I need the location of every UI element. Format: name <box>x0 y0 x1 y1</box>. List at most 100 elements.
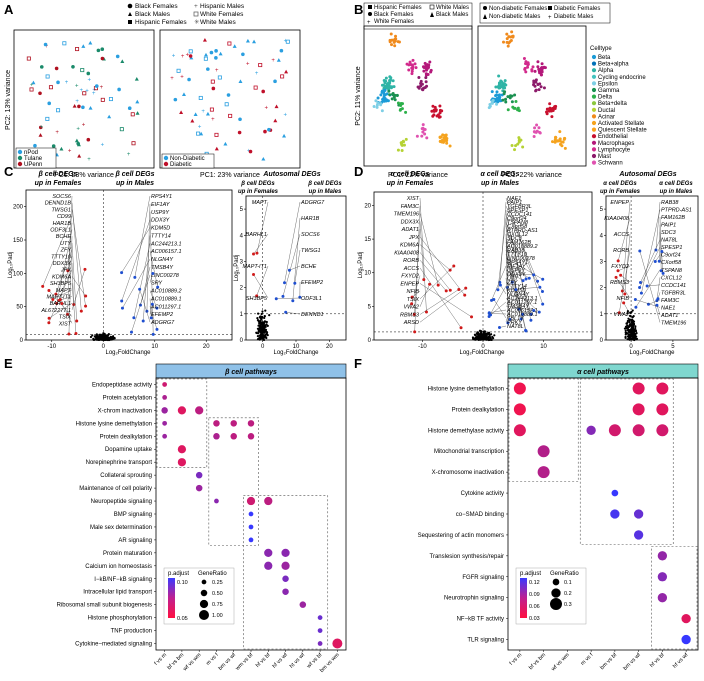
pathway-dot <box>657 551 668 561</box>
cell-point <box>526 65 530 69</box>
gene-point <box>457 287 461 291</box>
pathway-label: Calcium ion homeostasis <box>85 564 152 570</box>
cell-point <box>420 82 424 86</box>
cell-point <box>398 108 402 112</box>
cell-point <box>422 69 426 73</box>
gene-label: ZFY <box>506 280 518 286</box>
sample-point <box>96 48 101 53</box>
cell-point <box>543 66 547 70</box>
sample-point <box>81 44 86 48</box>
legend-entry: Black Females <box>135 3 178 10</box>
cell-point <box>510 30 514 34</box>
sample-point: + <box>181 54 185 60</box>
gene-label: ODF3L1 <box>301 296 322 302</box>
label-leader <box>500 285 507 295</box>
title: β cell DEGs <box>38 171 78 178</box>
cell-point <box>386 99 390 103</box>
sample-point: + <box>75 99 79 105</box>
gene-label: TMSB4Y <box>151 265 173 271</box>
gene-label: FXYD2 <box>401 274 419 280</box>
gene-label: ACCS <box>613 232 630 238</box>
gene-label: KIAA0408 <box>394 250 420 256</box>
sample-point <box>120 59 125 64</box>
label-leader <box>68 236 73 334</box>
gene-label: AC010889.2 <box>506 244 538 250</box>
gene-point <box>633 332 636 335</box>
comparison-label: f vs m <box>153 652 168 667</box>
gene-point <box>261 334 264 337</box>
sample-point <box>273 79 277 84</box>
gene-point <box>540 289 544 293</box>
cell-point <box>517 140 521 144</box>
pathway-dot <box>214 498 219 504</box>
gene-point <box>656 297 660 301</box>
umap-points <box>372 30 567 152</box>
gene-point <box>483 335 486 338</box>
gene-point <box>424 310 428 314</box>
cell-point <box>534 88 538 92</box>
pathway-dot <box>177 458 187 467</box>
cell-point <box>400 140 404 144</box>
gene-point <box>482 330 485 333</box>
gene-label: VWA2 <box>404 305 420 311</box>
gene-point <box>422 278 426 282</box>
cell-point <box>390 43 394 47</box>
gene-point <box>141 319 145 323</box>
label-leader <box>285 312 301 315</box>
gene-label: SH3BP5 <box>246 296 268 302</box>
gene-point <box>260 330 263 333</box>
sample-point: + <box>284 39 288 45</box>
cell-point <box>536 60 540 64</box>
gene-point <box>634 325 637 328</box>
y-tick-label: 5 <box>600 207 604 213</box>
legend-title: GeneRatio <box>198 571 227 577</box>
cell-point <box>533 69 537 73</box>
legend-entry: White Females <box>200 11 244 18</box>
pathway-label: Collateral sprouting <box>100 473 152 479</box>
gene-point <box>634 326 637 330</box>
sample-point <box>29 87 34 92</box>
legend-entry: Non-diabetic Males <box>489 14 540 20</box>
gene-point <box>626 324 629 327</box>
cell-point <box>419 84 423 88</box>
gene-point <box>506 321 510 325</box>
sample-point <box>285 39 290 44</box>
gene-label: TTTY10 <box>51 254 72 260</box>
sample-point: + <box>201 109 205 115</box>
gene-label: EFEMP2 <box>151 312 173 318</box>
sample-point <box>51 144 56 148</box>
cell-point <box>414 66 418 70</box>
sample-point <box>280 74 285 79</box>
gene-label: TTTY14 <box>507 284 527 290</box>
gene-point <box>109 337 112 340</box>
sample-point <box>202 38 207 42</box>
pathway-dot <box>681 613 691 624</box>
gene-point <box>287 268 291 272</box>
gene-point <box>129 330 133 334</box>
label-leader <box>419 267 462 328</box>
celltype-swatch <box>591 147 597 152</box>
colorbar-tick: 0.06 <box>529 604 540 610</box>
cell-point <box>523 67 527 71</box>
label-leader <box>656 305 661 315</box>
gene-label: TTTY10 <box>507 252 528 258</box>
sample-point <box>226 93 231 97</box>
title: α cell DEGs <box>391 171 430 178</box>
pathway-dot <box>213 433 220 440</box>
label-leader <box>294 249 301 284</box>
label-leader <box>56 229 73 304</box>
sample-point: + <box>65 80 69 86</box>
gene-point <box>524 328 528 332</box>
sample-point <box>279 48 284 53</box>
sample-point: + <box>101 142 105 148</box>
cell-point <box>390 97 394 101</box>
gene-label: TGFBR3L <box>661 290 686 296</box>
cell-point <box>539 73 543 77</box>
gene-point <box>627 330 630 334</box>
gene-point <box>631 320 634 324</box>
gene-point <box>60 302 64 306</box>
gene-point <box>67 332 71 336</box>
celltype-swatch <box>591 54 597 60</box>
gene-point <box>622 301 626 305</box>
panel-label-f: F <box>354 356 362 371</box>
